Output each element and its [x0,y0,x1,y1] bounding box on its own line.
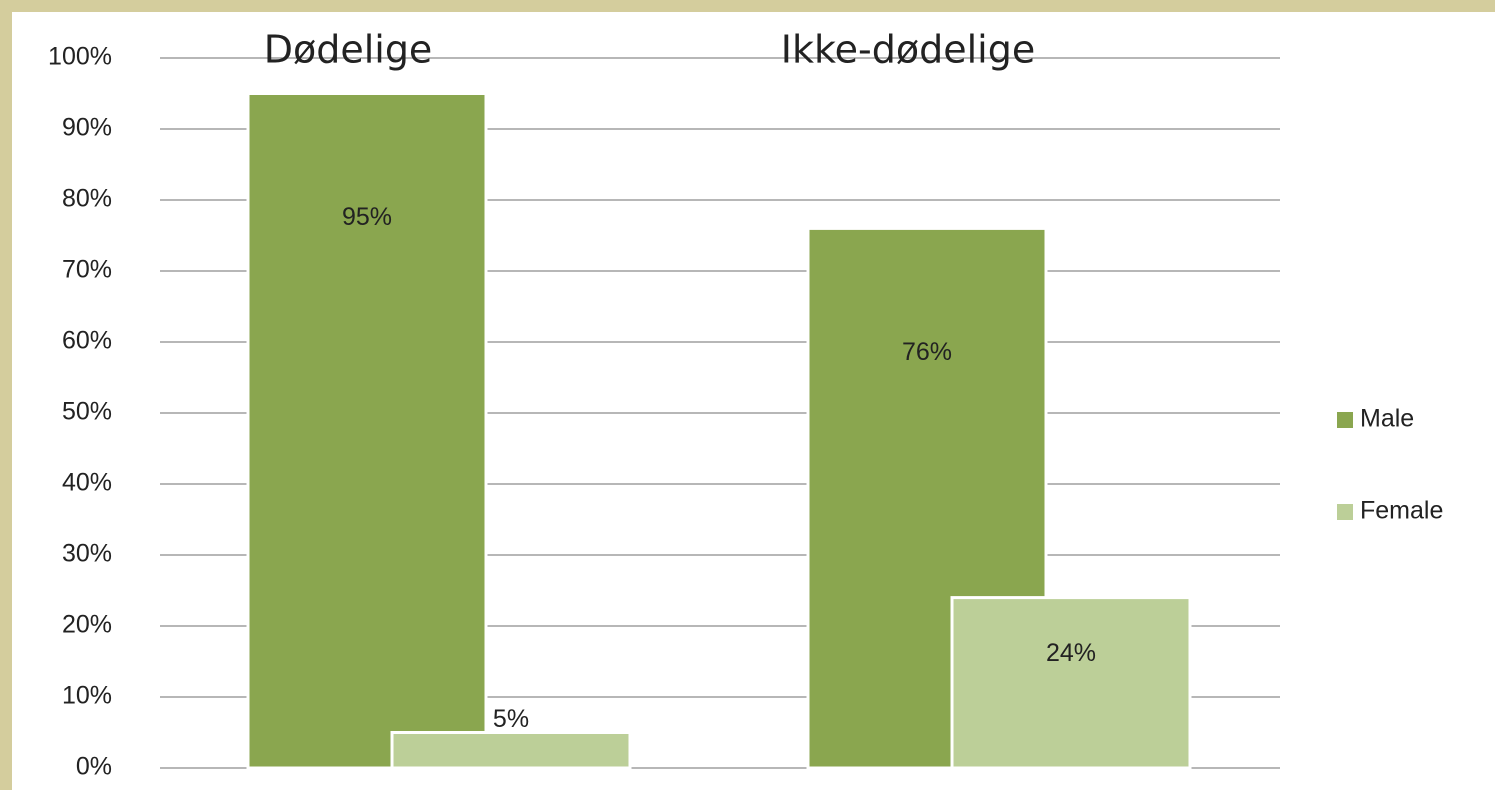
y-tick-label: 60% [62,327,112,355]
y-tick-label: 20% [62,611,112,639]
legend-label: Male [1360,405,1414,433]
y-tick-label: 100% [48,43,112,71]
bar [246,92,488,770]
legend-swatch [1337,412,1353,428]
legend-label: Female [1360,497,1443,525]
legend-swatch [1337,504,1353,520]
data-label: 24% [1046,639,1096,667]
y-tick-label: 0% [76,753,112,781]
y-tick-label: 80% [62,185,112,213]
y-tick-label: 50% [62,398,112,426]
y-tick-label: 40% [62,469,112,497]
data-label: 95% [342,203,392,231]
category-label: Ikke-dødelige [781,28,1035,72]
data-label: 5% [493,705,529,733]
y-tick-label: 10% [62,682,112,710]
y-tick-label: 90% [62,114,112,142]
bar [950,596,1192,770]
bar [390,731,632,770]
category-label: Dødelige [264,28,433,72]
y-tick-label: 70% [62,256,112,284]
data-label: 76% [902,338,952,366]
y-tick-label: 30% [62,540,112,568]
